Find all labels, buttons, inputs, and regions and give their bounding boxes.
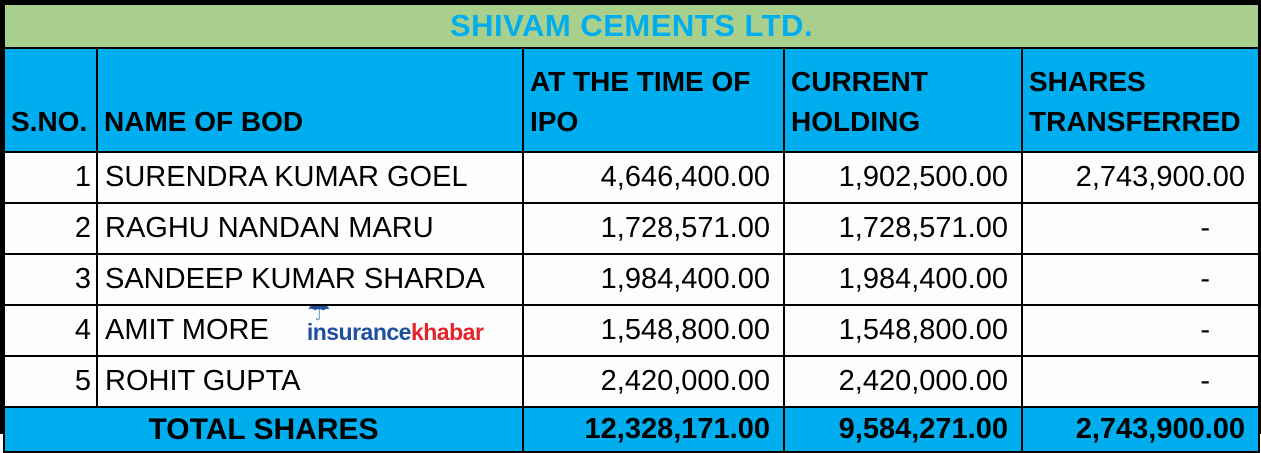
col-header-current: CURRENT HOLDING — [783, 47, 1023, 153]
cell-name: SANDEEP KUMAR SHARDA — [96, 253, 524, 306]
table-title: SHIVAM CEMENTS LTD. — [2, 3, 1261, 49]
cell-name: RAGHU NANDAN MARU — [96, 202, 524, 255]
cell-sno: 3 — [3, 253, 98, 306]
cell-ipo: 2,420,000.00 — [522, 355, 785, 408]
col-header-transferred: SHARES TRANSFERRED — [1020, 47, 1261, 153]
cell-transferred: - — [1020, 355, 1261, 408]
total-row: TOTAL SHARES 12,328,171.00 9,584,271.00 … — [3, 406, 1261, 453]
title-row: SHIVAM CEMENTS LTD. — [2, 3, 1261, 49]
cell-current: 1,728,571.00 — [783, 202, 1023, 255]
cell-transferred: 2,743,900.00 — [1020, 151, 1261, 204]
cell-name: AMIT MORE ☂ insurancekhabar — [96, 304, 524, 357]
cell-current: 1,984,400.00 — [783, 253, 1023, 306]
cell-name: ROHIT GUPTA — [96, 355, 524, 408]
watermark-word-insurance: insurance — [306, 319, 412, 345]
cell-current: 1,902,500.00 — [783, 151, 1023, 204]
cell-current: 1,548,800.00 — [783, 304, 1023, 357]
cell-sno: 1 — [3, 151, 98, 204]
cell-sno: 4 — [3, 304, 98, 357]
table-row: 5 ROHIT GUPTA 2,420,000.00 2,420,000.00 … — [3, 355, 1261, 408]
col-header-sno: S.NO. — [3, 47, 98, 153]
cell-ipo: 1,548,800.00 — [522, 304, 785, 357]
total-label: TOTAL SHARES — [3, 406, 524, 453]
umbrella-icon: ☂ — [306, 305, 332, 327]
table-row: 4 AMIT MORE ☂ insurancekhabar 1,548,800.… — [3, 304, 1261, 357]
total-current: 9,584,271.00 — [783, 406, 1023, 453]
table-row: 2 RAGHU NANDAN MARU 1,728,571.00 1,728,5… — [3, 202, 1261, 255]
cell-transferred: - — [1020, 253, 1261, 306]
table-row: 1 SURENDRA KUMAR GOEL 4,646,400.00 1,902… — [3, 151, 1261, 204]
cell-ipo: 1,728,571.00 — [522, 202, 785, 255]
cell-name-text: AMIT MORE — [105, 314, 269, 346]
col-header-name: NAME OF BOD — [96, 47, 524, 153]
cell-ipo: 1,984,400.00 — [522, 253, 785, 306]
insurancekhabar-watermark: ☂ insurancekhabar — [306, 307, 484, 346]
cell-current: 2,420,000.00 — [783, 355, 1023, 408]
header-row: S.NO. NAME OF BOD AT THE TIME OF IPO CUR… — [3, 47, 1261, 153]
cell-transferred: - — [1020, 202, 1261, 255]
total-ipo: 12,328,171.00 — [522, 406, 785, 453]
bod-shares-table: SHIVAM CEMENTS LTD. S.NO. NAME OF BOD AT… — [2, 3, 1261, 453]
cell-transferred: - — [1020, 304, 1261, 357]
col-header-sno-label: S.NO. — [11, 106, 88, 138]
cell-name: SURENDRA KUMAR GOEL — [96, 151, 524, 204]
cell-sno: 2 — [3, 202, 98, 255]
total-transferred: 2,743,900.00 — [1020, 406, 1261, 453]
watermark-word-khabar: khabar — [410, 319, 484, 345]
table-row: 3 SANDEEP KUMAR SHARDA 1,984,400.00 1,98… — [3, 253, 1261, 306]
col-header-name-label: NAME OF BOD — [104, 106, 304, 138]
cell-ipo: 4,646,400.00 — [522, 151, 785, 204]
col-header-ipo: AT THE TIME OF IPO — [522, 47, 785, 153]
cell-sno: 5 — [3, 355, 98, 408]
